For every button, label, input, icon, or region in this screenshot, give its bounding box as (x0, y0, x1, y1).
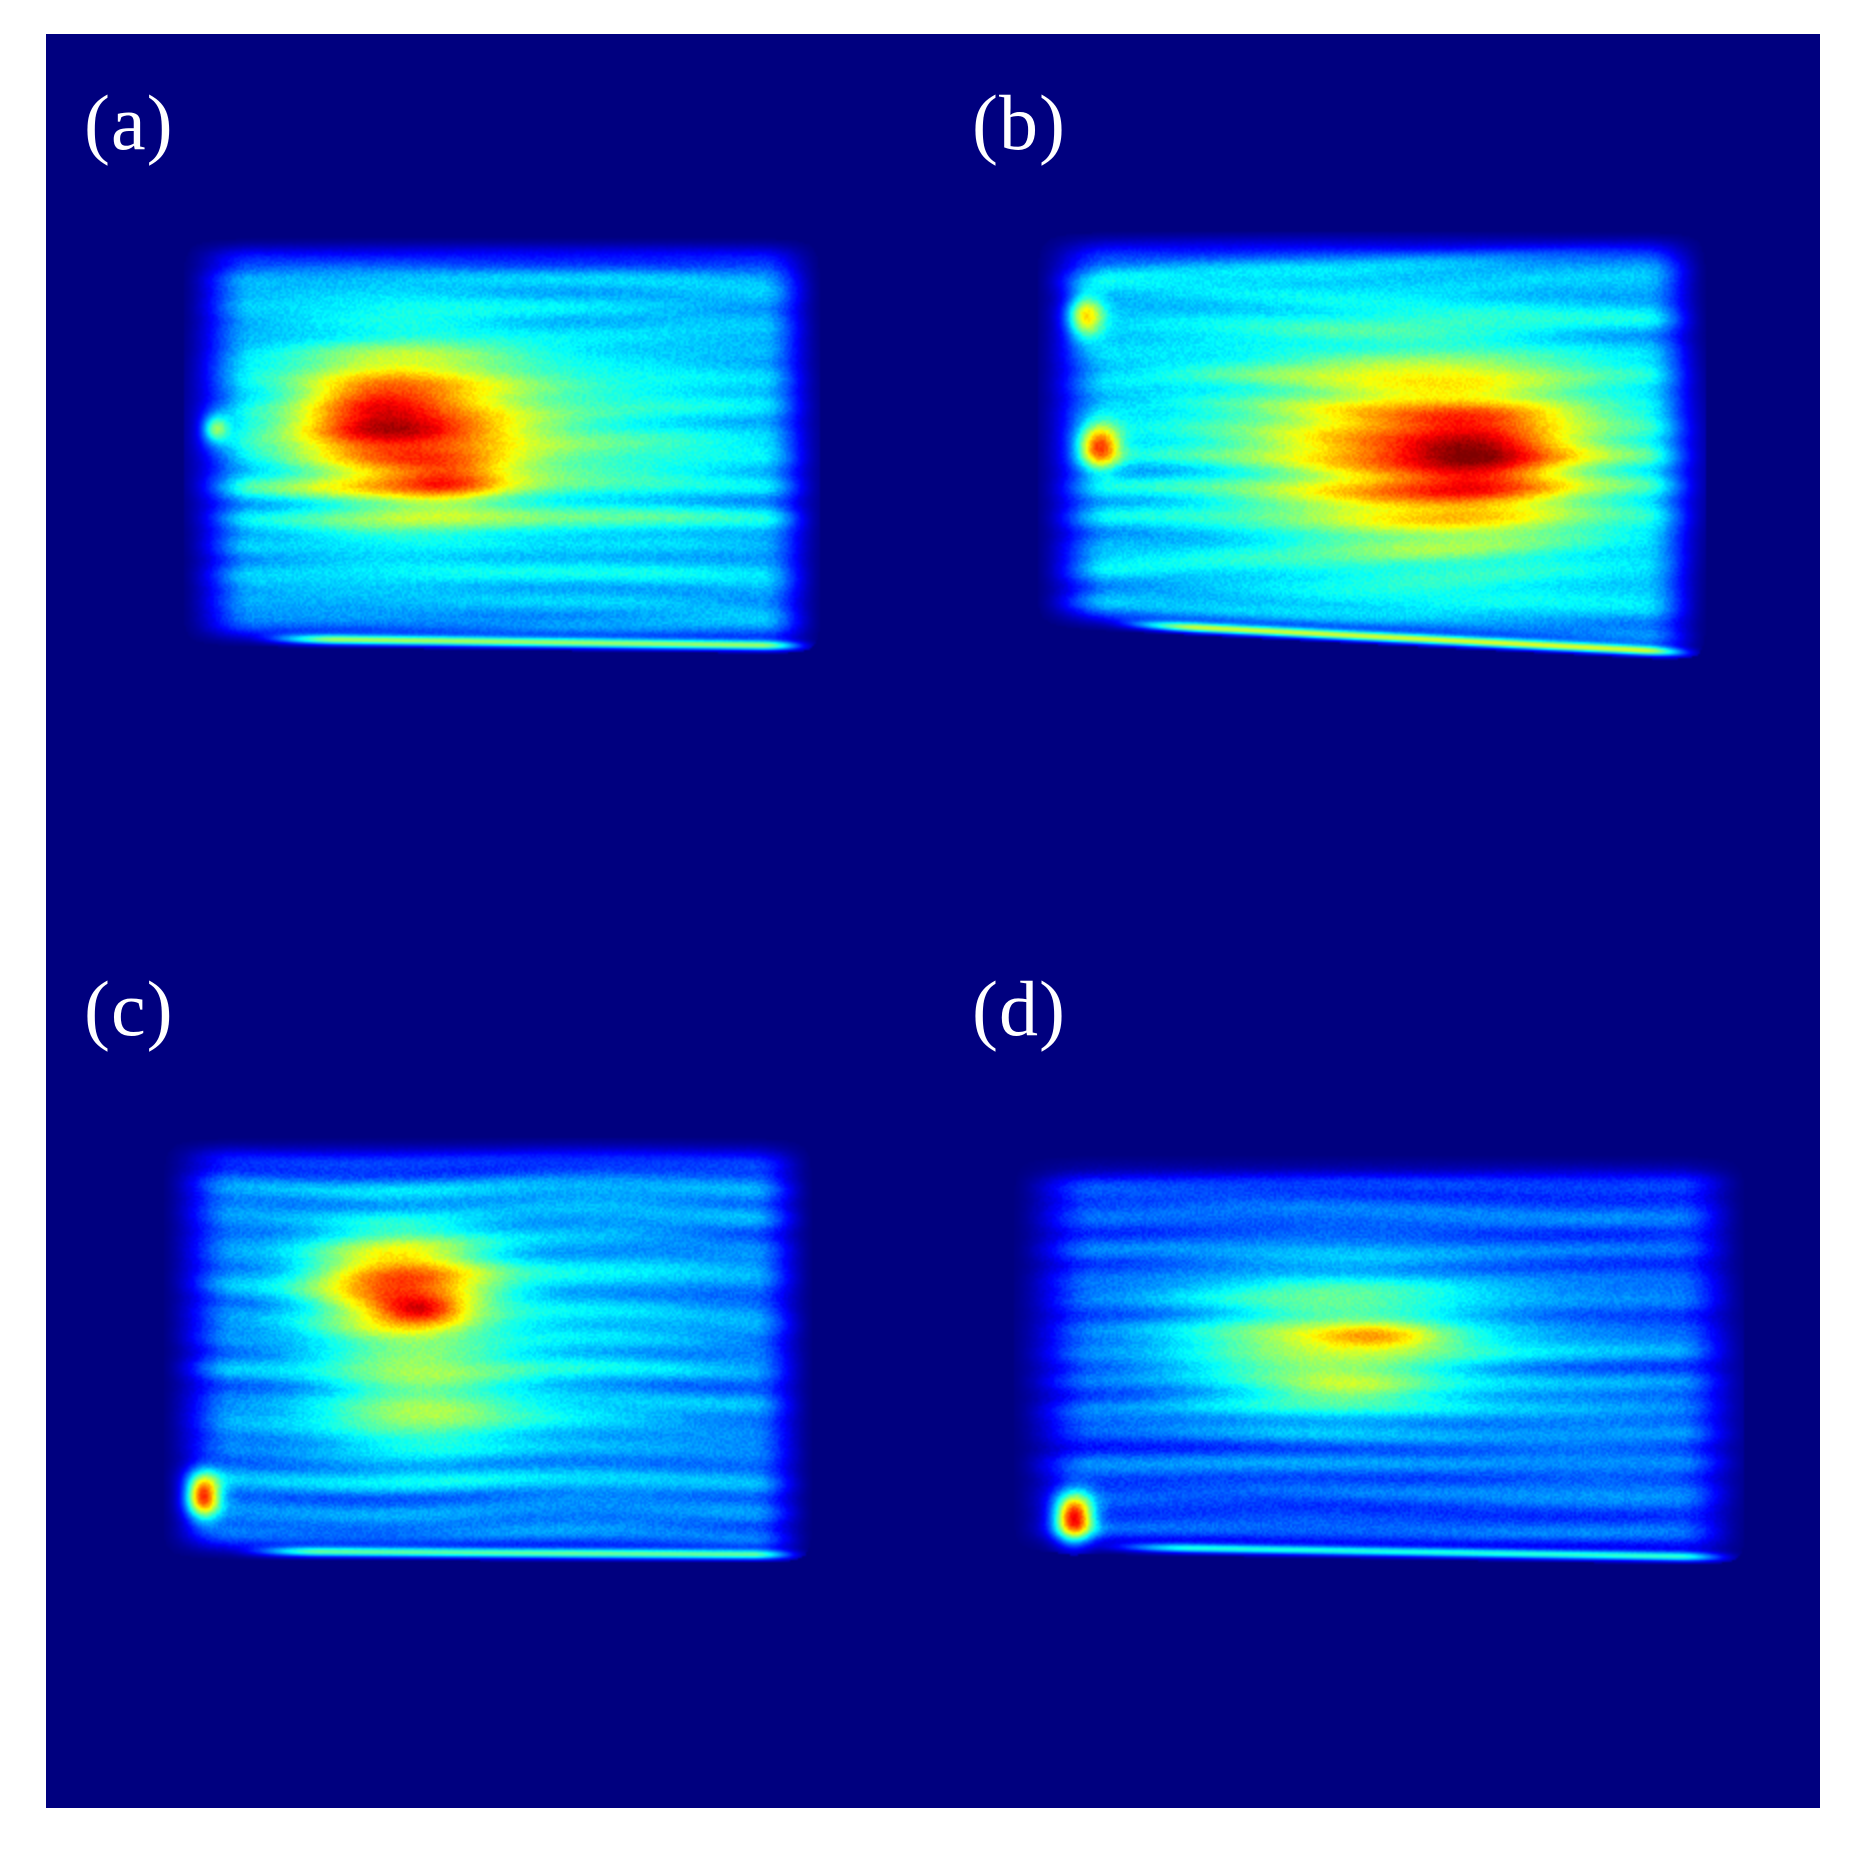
heatmap-panel-b (1030, 228, 1710, 664)
figure-background: (a) (b) (c) (d) (46, 34, 1820, 1808)
panel-label-a: (a) (84, 79, 174, 166)
panel-label-b: (b) (972, 79, 1066, 166)
panel-label-d: (d) (972, 965, 1066, 1052)
heatmap-panel-d (1006, 1152, 1750, 1576)
heatmap-panel-c (156, 1134, 816, 1574)
panel-label-c: (c) (84, 965, 174, 1052)
heatmap-panel-a (176, 234, 824, 674)
